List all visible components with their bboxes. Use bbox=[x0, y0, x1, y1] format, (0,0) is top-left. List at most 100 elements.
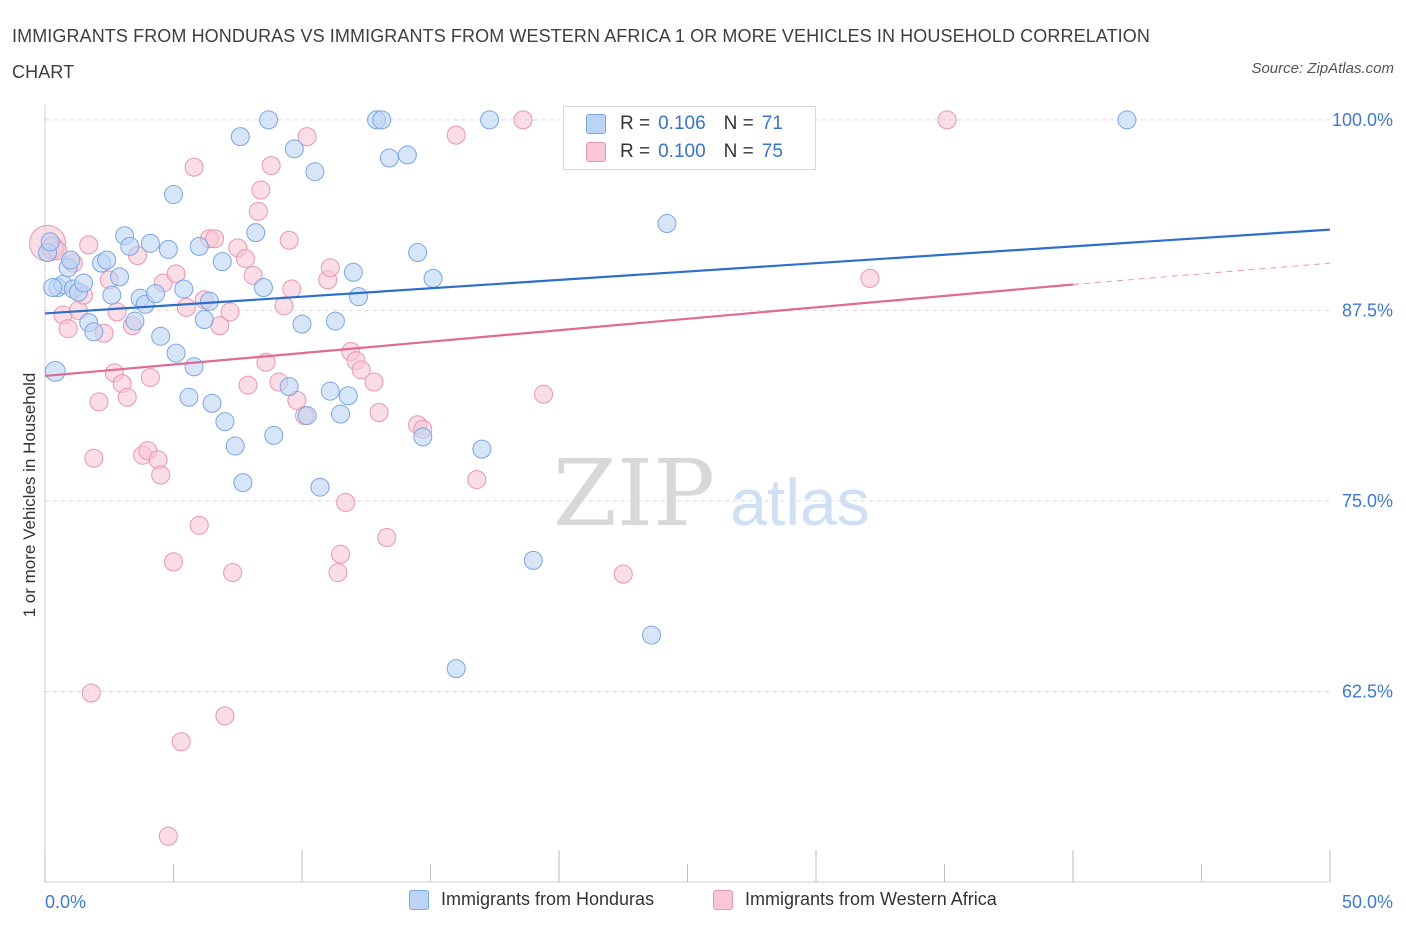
data-point bbox=[523, 550, 543, 570]
data-point bbox=[860, 268, 880, 288]
data-point bbox=[120, 236, 140, 256]
data-point bbox=[657, 214, 677, 234]
source-label: Source: ZipAtlas.com bbox=[1251, 60, 1394, 77]
data-point bbox=[102, 285, 122, 305]
data-point bbox=[408, 242, 428, 262]
data-point bbox=[320, 258, 340, 278]
data-point bbox=[166, 343, 186, 363]
data-point bbox=[189, 236, 209, 256]
data-point bbox=[238, 375, 258, 395]
data-point bbox=[349, 287, 369, 307]
data-point bbox=[446, 125, 466, 145]
data-point bbox=[74, 273, 94, 293]
data-point bbox=[223, 563, 243, 583]
data-point bbox=[1117, 110, 1137, 130]
data-point bbox=[282, 279, 302, 299]
x-tick-label: 50.0% bbox=[1342, 892, 1393, 912]
data-point bbox=[413, 427, 433, 447]
stats-legend: R = 0.106 N = 71 R = 0.100 N = 75 bbox=[563, 106, 816, 170]
data-point bbox=[243, 265, 263, 285]
legend-item-western-africa[interactable]: Immigrants from Western Africa bbox=[713, 889, 997, 910]
y-tick-label: 62.5% bbox=[1342, 681, 1393, 701]
data-point bbox=[166, 264, 186, 284]
data-point bbox=[164, 185, 183, 205]
data-point bbox=[84, 448, 104, 468]
legend-item-label: Immigrants from Honduras bbox=[441, 889, 655, 909]
data-point bbox=[328, 563, 348, 583]
legend-item-honduras[interactable]: Immigrants from Honduras bbox=[409, 889, 654, 910]
watermark-zip: ZIP bbox=[553, 440, 715, 547]
data-point bbox=[472, 439, 492, 459]
data-point bbox=[937, 110, 957, 130]
data-point bbox=[107, 302, 127, 322]
data-point bbox=[61, 250, 81, 270]
y-tick-label: 75.0% bbox=[1342, 491, 1393, 511]
gridlines bbox=[45, 119, 1330, 692]
tick-labels: 100.0% 87.5% 75.0% 62.5% 0.0% 50.0% bbox=[45, 110, 1393, 912]
data-point bbox=[89, 392, 109, 412]
data-point bbox=[146, 284, 166, 304]
legend-swatch-blue bbox=[586, 114, 606, 134]
data-point bbox=[338, 386, 358, 406]
data-point bbox=[364, 372, 384, 392]
data-point bbox=[117, 387, 137, 407]
data-point bbox=[279, 230, 299, 250]
data-point bbox=[297, 127, 317, 147]
data-point bbox=[202, 393, 222, 413]
legend-r-label: R = bbox=[620, 113, 651, 134]
legend-r-value: 0.100 bbox=[658, 141, 706, 162]
legend-n-value: 71 bbox=[761, 113, 783, 134]
legend-r-label: R = bbox=[620, 141, 651, 162]
data-point bbox=[164, 552, 183, 572]
data-point bbox=[81, 683, 101, 703]
data-point bbox=[79, 235, 99, 255]
data-point bbox=[264, 425, 284, 445]
data-point bbox=[140, 233, 160, 253]
data-point bbox=[613, 564, 633, 584]
legend-row-western-africa: R = 0.100 N = 75 bbox=[586, 140, 789, 164]
data-point bbox=[40, 232, 60, 252]
data-point bbox=[325, 311, 345, 331]
data-point bbox=[248, 201, 268, 221]
data-point bbox=[292, 314, 312, 334]
data-point bbox=[44, 360, 66, 382]
watermark: ZIP atlas bbox=[553, 440, 870, 547]
data-point bbox=[158, 826, 178, 846]
data-point bbox=[215, 412, 235, 432]
data-point bbox=[331, 404, 351, 424]
data-point bbox=[151, 465, 171, 485]
x-tick-label: 0.0% bbox=[45, 892, 86, 912]
data-point bbox=[235, 249, 255, 269]
trend-line-western-africa bbox=[44, 283, 1074, 378]
data-point bbox=[58, 319, 78, 339]
trend-line-honduras bbox=[44, 228, 1331, 315]
data-point bbox=[184, 357, 204, 377]
trend-line-western-africa-extrapolated bbox=[1072, 262, 1331, 285]
series-legend: Immigrants from Honduras Immigrants from… bbox=[0, 889, 1406, 915]
data-point bbox=[351, 360, 371, 380]
data-point bbox=[251, 180, 271, 200]
data-point bbox=[158, 239, 178, 259]
legend-n-label: N = bbox=[723, 113, 754, 134]
data-point bbox=[84, 322, 104, 342]
data-point bbox=[305, 162, 325, 182]
data-point bbox=[310, 477, 330, 497]
data-point bbox=[336, 492, 356, 512]
data-point bbox=[274, 296, 294, 316]
data-point bbox=[259, 110, 279, 130]
data-point bbox=[43, 278, 63, 298]
chart-title: IMMIGRANTS FROM HONDURAS VS IMMIGRANTS F… bbox=[12, 26, 1150, 82]
data-point bbox=[205, 229, 225, 249]
data-point bbox=[320, 381, 340, 401]
data-point bbox=[97, 250, 117, 270]
trend-lines bbox=[44, 228, 1331, 378]
data-point bbox=[397, 145, 417, 165]
series-honduras-points bbox=[38, 110, 1137, 679]
data-point bbox=[125, 311, 145, 331]
legend-swatch-pink bbox=[713, 889, 733, 910]
data-point bbox=[215, 706, 235, 726]
y-tick-label: 100.0% bbox=[1332, 110, 1393, 130]
data-point bbox=[176, 297, 196, 317]
data-point bbox=[184, 157, 204, 177]
data-point bbox=[194, 310, 214, 330]
